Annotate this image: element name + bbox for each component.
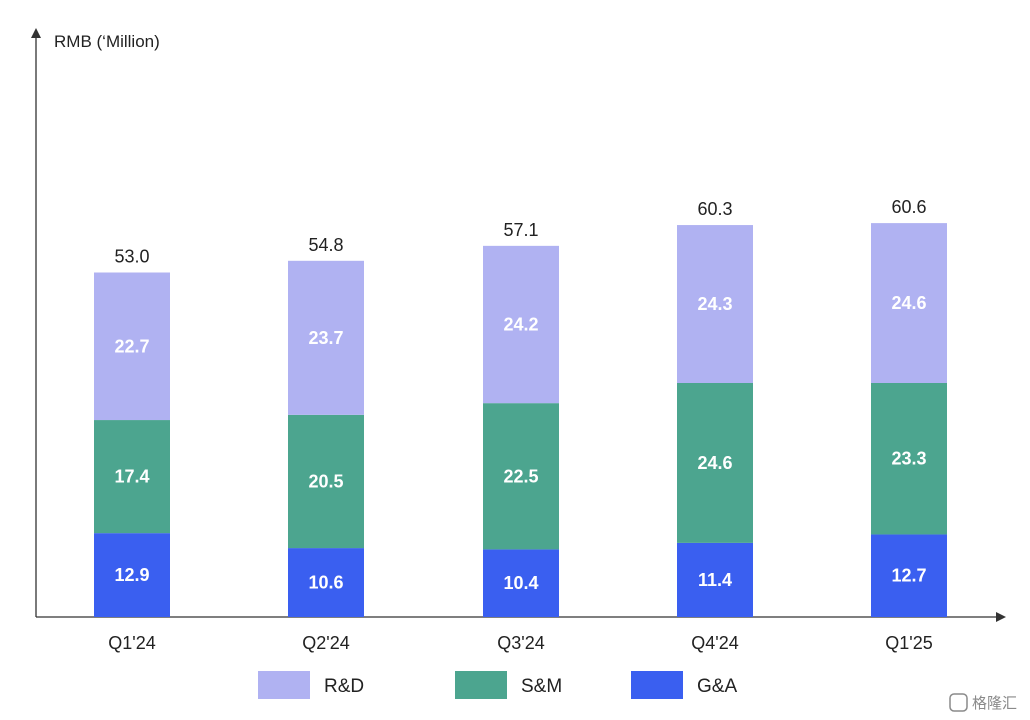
bar-segment-r-d [677,225,753,383]
bar-segment-r-d [871,223,947,383]
data-label: 24.2 [503,315,538,335]
legend-label: G&A [697,676,737,697]
bar-segment-r-d [94,272,170,421]
data-label: 17.4 [114,467,149,487]
data-label: 23.3 [891,449,926,469]
bar-segment-g-a [288,548,364,617]
bar-segment-s-m [483,403,559,550]
x-axis-arrow-icon [996,612,1006,622]
watermark-logo-icon [949,693,968,712]
data-label: 11.4 [698,570,732,590]
data-label: 20.5 [308,471,343,491]
bar-segment-r-d [288,260,364,415]
bar-segment-s-m [871,383,947,535]
data-label: 22.5 [503,466,538,486]
legend-swatch [455,671,507,699]
watermark: 格隆汇 [949,693,1017,712]
bar-segment-s-m [288,414,364,549]
bar-group: 10.4 22.5 24.2 57.1 [483,220,559,617]
data-label: 10.6 [308,573,343,593]
data-label: 23.7 [308,328,343,348]
bars: 12.9 17.4 22.7 53.0 10.6 20.5 23.7 54.8 10.4 22.5… [94,197,947,617]
bar-group: 11.4 24.6 24.3 60.3 [677,199,753,617]
legend: R&D S&M G&A [258,671,737,699]
category-labels: Q1'24 Q2'24 Q3'24 Q4'24 Q1'25 [108,633,932,653]
y-axis-arrow-icon [31,28,41,38]
data-label: 10.4 [503,573,538,593]
x-tick-label: Q1'24 [108,633,155,653]
bar-segment-s-m [677,383,753,543]
bar-segment-r-d [483,245,559,404]
bar-group: 12.9 17.4 22.7 53.0 [94,247,170,617]
x-tick-label: Q4'24 [691,633,738,653]
total-label: 53.0 [114,247,149,267]
x-tick-label: Q2'24 [302,633,349,653]
total-label: 60.3 [697,199,732,219]
data-label: 24.3 [697,294,732,314]
data-label: 22.7 [114,336,149,356]
bar-group: 10.6 20.5 23.7 54.8 [288,235,364,617]
legend-item-g-a: G&A [631,671,737,699]
y-axis-label: RMB (‘Million) [54,32,160,51]
bar-segment-g-a [94,533,170,617]
x-tick-label: Q1'25 [885,633,932,653]
watermark-text: 格隆汇 [972,695,1017,712]
bar-segment-g-a [871,534,947,617]
legend-item-r-d: R&D [258,671,364,699]
legend-label: S&M [521,676,562,697]
legend-swatch [631,671,683,699]
bar-segment-s-m [94,420,170,534]
x-tick-label: Q3'24 [497,633,544,653]
total-label: 60.6 [891,197,926,217]
legend-label: R&D [324,676,364,697]
data-label: 24.6 [697,453,732,473]
data-label: 12.7 [891,566,926,586]
legend-item-s-m: S&M [455,671,562,699]
total-label: 54.8 [308,235,343,255]
legend-swatch [258,671,310,699]
bar-segment-g-a [677,542,753,617]
data-label: 12.9 [114,565,149,585]
total-label: 57.1 [503,220,538,240]
bar-group: 12.7 23.3 24.6 60.6 [871,197,947,617]
data-label: 24.6 [891,293,926,313]
bar-segment-g-a [483,549,559,617]
